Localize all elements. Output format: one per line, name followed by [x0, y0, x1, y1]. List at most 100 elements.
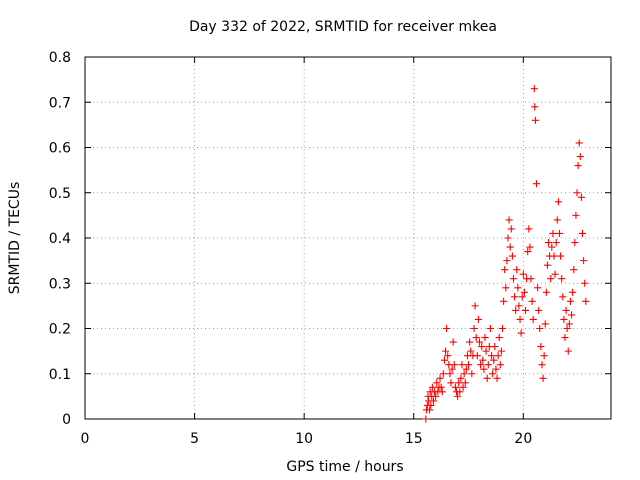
- data-point: [529, 315, 537, 323]
- data-point: [450, 361, 458, 369]
- grid-lines: [85, 57, 611, 419]
- data-point: [494, 352, 502, 360]
- data-point: [582, 297, 590, 305]
- data-point: [551, 270, 559, 278]
- data-point: [449, 338, 457, 346]
- data-point: [489, 370, 497, 378]
- data-point: [506, 243, 514, 251]
- x-tick-label: 10: [295, 431, 313, 447]
- data-point: [536, 324, 544, 333]
- data-point: [543, 261, 551, 269]
- data-point: [503, 257, 511, 265]
- data-point: [429, 397, 438, 405]
- chart-title: Day 332 of 2022, SRMTID for receiver mke…: [189, 19, 497, 35]
- data-point: [479, 356, 487, 364]
- data-point: [518, 293, 526, 301]
- data-point: [437, 383, 445, 391]
- data-point: [539, 374, 547, 382]
- data-point: [436, 374, 444, 382]
- data-point: [572, 211, 580, 219]
- data-point: [516, 315, 524, 323]
- data-point: [461, 379, 469, 387]
- data-point: [466, 338, 474, 346]
- data-point: [495, 334, 503, 342]
- data-point: [535, 306, 543, 314]
- data-point: [460, 370, 468, 378]
- y-tick-label: 0.3: [49, 276, 71, 292]
- data-point: [504, 234, 512, 242]
- data-point: [541, 320, 549, 328]
- data-point: [493, 374, 501, 382]
- data-point: [473, 352, 481, 360]
- data-point: [574, 162, 582, 170]
- data-point: [514, 284, 522, 292]
- data-point: [502, 284, 510, 292]
- data-point: [454, 392, 462, 400]
- data-point: [470, 324, 478, 333]
- data-point: [540, 352, 548, 360]
- data-point: [568, 311, 576, 319]
- data-point: [498, 324, 507, 333]
- data-point: [501, 266, 509, 274]
- data-point: [481, 334, 489, 342]
- data-point: [542, 288, 550, 296]
- data-point: [547, 275, 555, 283]
- data-point: [570, 266, 578, 274]
- data-point: [552, 238, 560, 247]
- data-point: [560, 315, 568, 323]
- data-point: [477, 361, 485, 369]
- data-point: [517, 329, 525, 337]
- y-tick-label: 0.1: [49, 367, 71, 383]
- data-point: [500, 297, 508, 305]
- y-tick-label: 0.5: [49, 186, 71, 202]
- data-point: [524, 248, 532, 256]
- data-point: [577, 193, 585, 201]
- data-point: [559, 293, 567, 301]
- data-point: [482, 347, 490, 355]
- y-tick-label: 0.2: [49, 322, 71, 338]
- x-axis-tick-labels: 0 5 10 15 20: [81, 431, 533, 447]
- x-tick-label: 5: [190, 431, 199, 447]
- data-point: [462, 365, 470, 373]
- data-point: [569, 288, 577, 296]
- data-point: [427, 401, 435, 409]
- data-point: [509, 275, 518, 283]
- data-point: [538, 361, 546, 369]
- data-point: [439, 370, 447, 378]
- data-point: [526, 243, 534, 251]
- y-tick-label: 0: [62, 412, 71, 428]
- data-point: [444, 352, 452, 360]
- data-point: [553, 216, 561, 224]
- data-point: [425, 406, 434, 414]
- data-point: [505, 216, 513, 224]
- data-point: [474, 315, 482, 323]
- data-point: [581, 279, 589, 287]
- data-point: [534, 284, 542, 292]
- data-point: [488, 352, 496, 360]
- x-tick-label: 0: [81, 431, 90, 447]
- data-point: [519, 270, 527, 278]
- data-point: [527, 275, 535, 283]
- data-point: [566, 297, 575, 305]
- data-point: [456, 388, 464, 396]
- y-tick-label: 0.8: [49, 50, 71, 66]
- data-point: [486, 324, 495, 333]
- data-point: [422, 415, 430, 423]
- y-axis-label: SRMTID / TECUs: [7, 182, 23, 295]
- data-point: [571, 238, 579, 247]
- data-point: [432, 392, 440, 400]
- data-point: [464, 361, 473, 369]
- data-point: [565, 320, 573, 328]
- data-point: [557, 252, 565, 260]
- data-point: [467, 347, 475, 355]
- data-point: [578, 229, 587, 238]
- data-point: [564, 347, 572, 355]
- data-point: [484, 361, 492, 369]
- data-point: [531, 103, 539, 111]
- data-point: [490, 356, 498, 364]
- data-point: [457, 374, 465, 382]
- data-point: [438, 388, 446, 396]
- data-point: [511, 293, 519, 301]
- data-point: [555, 229, 564, 238]
- data-point: [515, 302, 523, 310]
